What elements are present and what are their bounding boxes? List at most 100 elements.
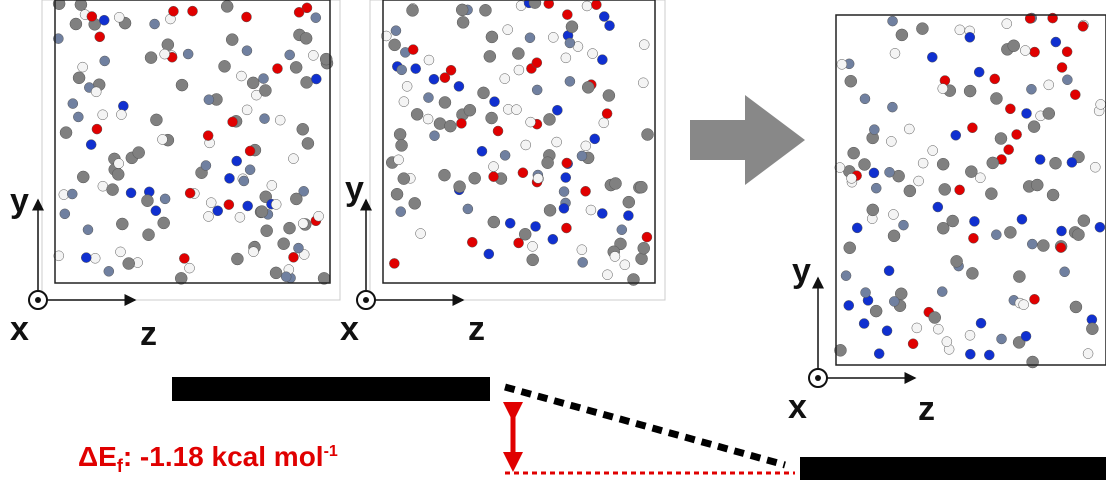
atom bbox=[955, 185, 965, 195]
atom bbox=[236, 71, 246, 81]
atom bbox=[1062, 75, 1072, 85]
atom bbox=[859, 158, 871, 170]
atom bbox=[937, 287, 947, 297]
atom bbox=[288, 154, 298, 164]
atom bbox=[610, 251, 620, 261]
atom bbox=[566, 21, 578, 33]
atom bbox=[114, 12, 124, 22]
atom bbox=[456, 4, 468, 16]
atom bbox=[889, 296, 899, 306]
atom bbox=[885, 167, 895, 177]
atom bbox=[203, 131, 213, 141]
atom bbox=[964, 85, 976, 97]
atom bbox=[976, 318, 986, 328]
atom bbox=[888, 16, 898, 26]
atom bbox=[81, 253, 91, 263]
atom bbox=[235, 212, 245, 222]
atom bbox=[245, 146, 255, 156]
atom bbox=[92, 124, 102, 134]
value-text: : -1.18 kcal mol bbox=[123, 441, 324, 472]
atom bbox=[975, 173, 985, 183]
atom bbox=[635, 181, 647, 193]
atom bbox=[116, 218, 128, 230]
atom bbox=[559, 187, 569, 197]
atom bbox=[288, 252, 298, 262]
atom bbox=[927, 52, 937, 62]
atom bbox=[890, 48, 900, 58]
atom bbox=[77, 171, 89, 183]
atom bbox=[837, 59, 847, 69]
atom bbox=[95, 32, 105, 42]
atom bbox=[430, 131, 440, 141]
atom bbox=[938, 84, 948, 94]
atom bbox=[1078, 21, 1088, 31]
atom bbox=[75, 0, 87, 11]
atom bbox=[1072, 229, 1084, 241]
axis-triad: y x z bbox=[340, 170, 485, 348]
atom bbox=[123, 258, 135, 270]
atom bbox=[985, 188, 997, 200]
atom bbox=[293, 243, 303, 253]
atom bbox=[599, 118, 609, 128]
atom bbox=[118, 101, 128, 111]
atom bbox=[638, 78, 648, 88]
atom bbox=[1013, 271, 1025, 283]
atom bbox=[610, 177, 622, 189]
atom bbox=[446, 65, 456, 75]
atom bbox=[213, 206, 223, 216]
atom bbox=[243, 201, 253, 211]
atom bbox=[1035, 154, 1045, 164]
atom bbox=[532, 85, 542, 95]
atom bbox=[884, 266, 894, 276]
atom bbox=[1050, 157, 1062, 169]
atom bbox=[514, 65, 524, 75]
atom bbox=[98, 181, 108, 191]
atom bbox=[559, 203, 569, 213]
atom bbox=[133, 147, 145, 159]
atom bbox=[99, 15, 109, 25]
atom bbox=[179, 253, 189, 263]
atom bbox=[394, 155, 404, 165]
axis-label: y bbox=[10, 182, 29, 220]
atom bbox=[929, 312, 941, 324]
atom bbox=[1047, 189, 1059, 201]
atom bbox=[221, 0, 233, 12]
atom bbox=[869, 168, 879, 178]
atom bbox=[638, 242, 650, 254]
atom bbox=[990, 92, 1002, 104]
atom bbox=[869, 125, 879, 135]
atom bbox=[399, 97, 409, 107]
atom bbox=[521, 140, 531, 150]
atom bbox=[248, 247, 258, 257]
atom bbox=[488, 216, 500, 228]
atom bbox=[997, 334, 1007, 344]
atom bbox=[861, 288, 871, 298]
atom bbox=[623, 196, 635, 208]
atom bbox=[402, 81, 412, 91]
atom bbox=[201, 161, 211, 171]
atom bbox=[860, 94, 870, 104]
axis-label: y bbox=[792, 252, 811, 290]
atom bbox=[486, 31, 498, 43]
atom bbox=[904, 124, 914, 134]
atom bbox=[242, 105, 252, 115]
atom bbox=[505, 218, 515, 228]
atom bbox=[586, 205, 596, 215]
atom bbox=[552, 105, 562, 115]
atom bbox=[168, 6, 178, 16]
atom bbox=[1012, 129, 1022, 139]
atom bbox=[512, 48, 524, 60]
atom bbox=[490, 97, 500, 107]
atom bbox=[259, 74, 269, 84]
atom bbox=[150, 19, 160, 29]
energy-label: ΔEf: -1.18 kcal mol-1 bbox=[78, 441, 338, 476]
atom bbox=[438, 169, 450, 181]
atom bbox=[157, 134, 167, 144]
atom bbox=[639, 40, 649, 50]
atom bbox=[389, 39, 401, 51]
atom bbox=[844, 242, 856, 254]
atom bbox=[565, 76, 575, 86]
atom bbox=[928, 146, 938, 156]
atom bbox=[1044, 80, 1054, 90]
atom bbox=[284, 222, 296, 234]
